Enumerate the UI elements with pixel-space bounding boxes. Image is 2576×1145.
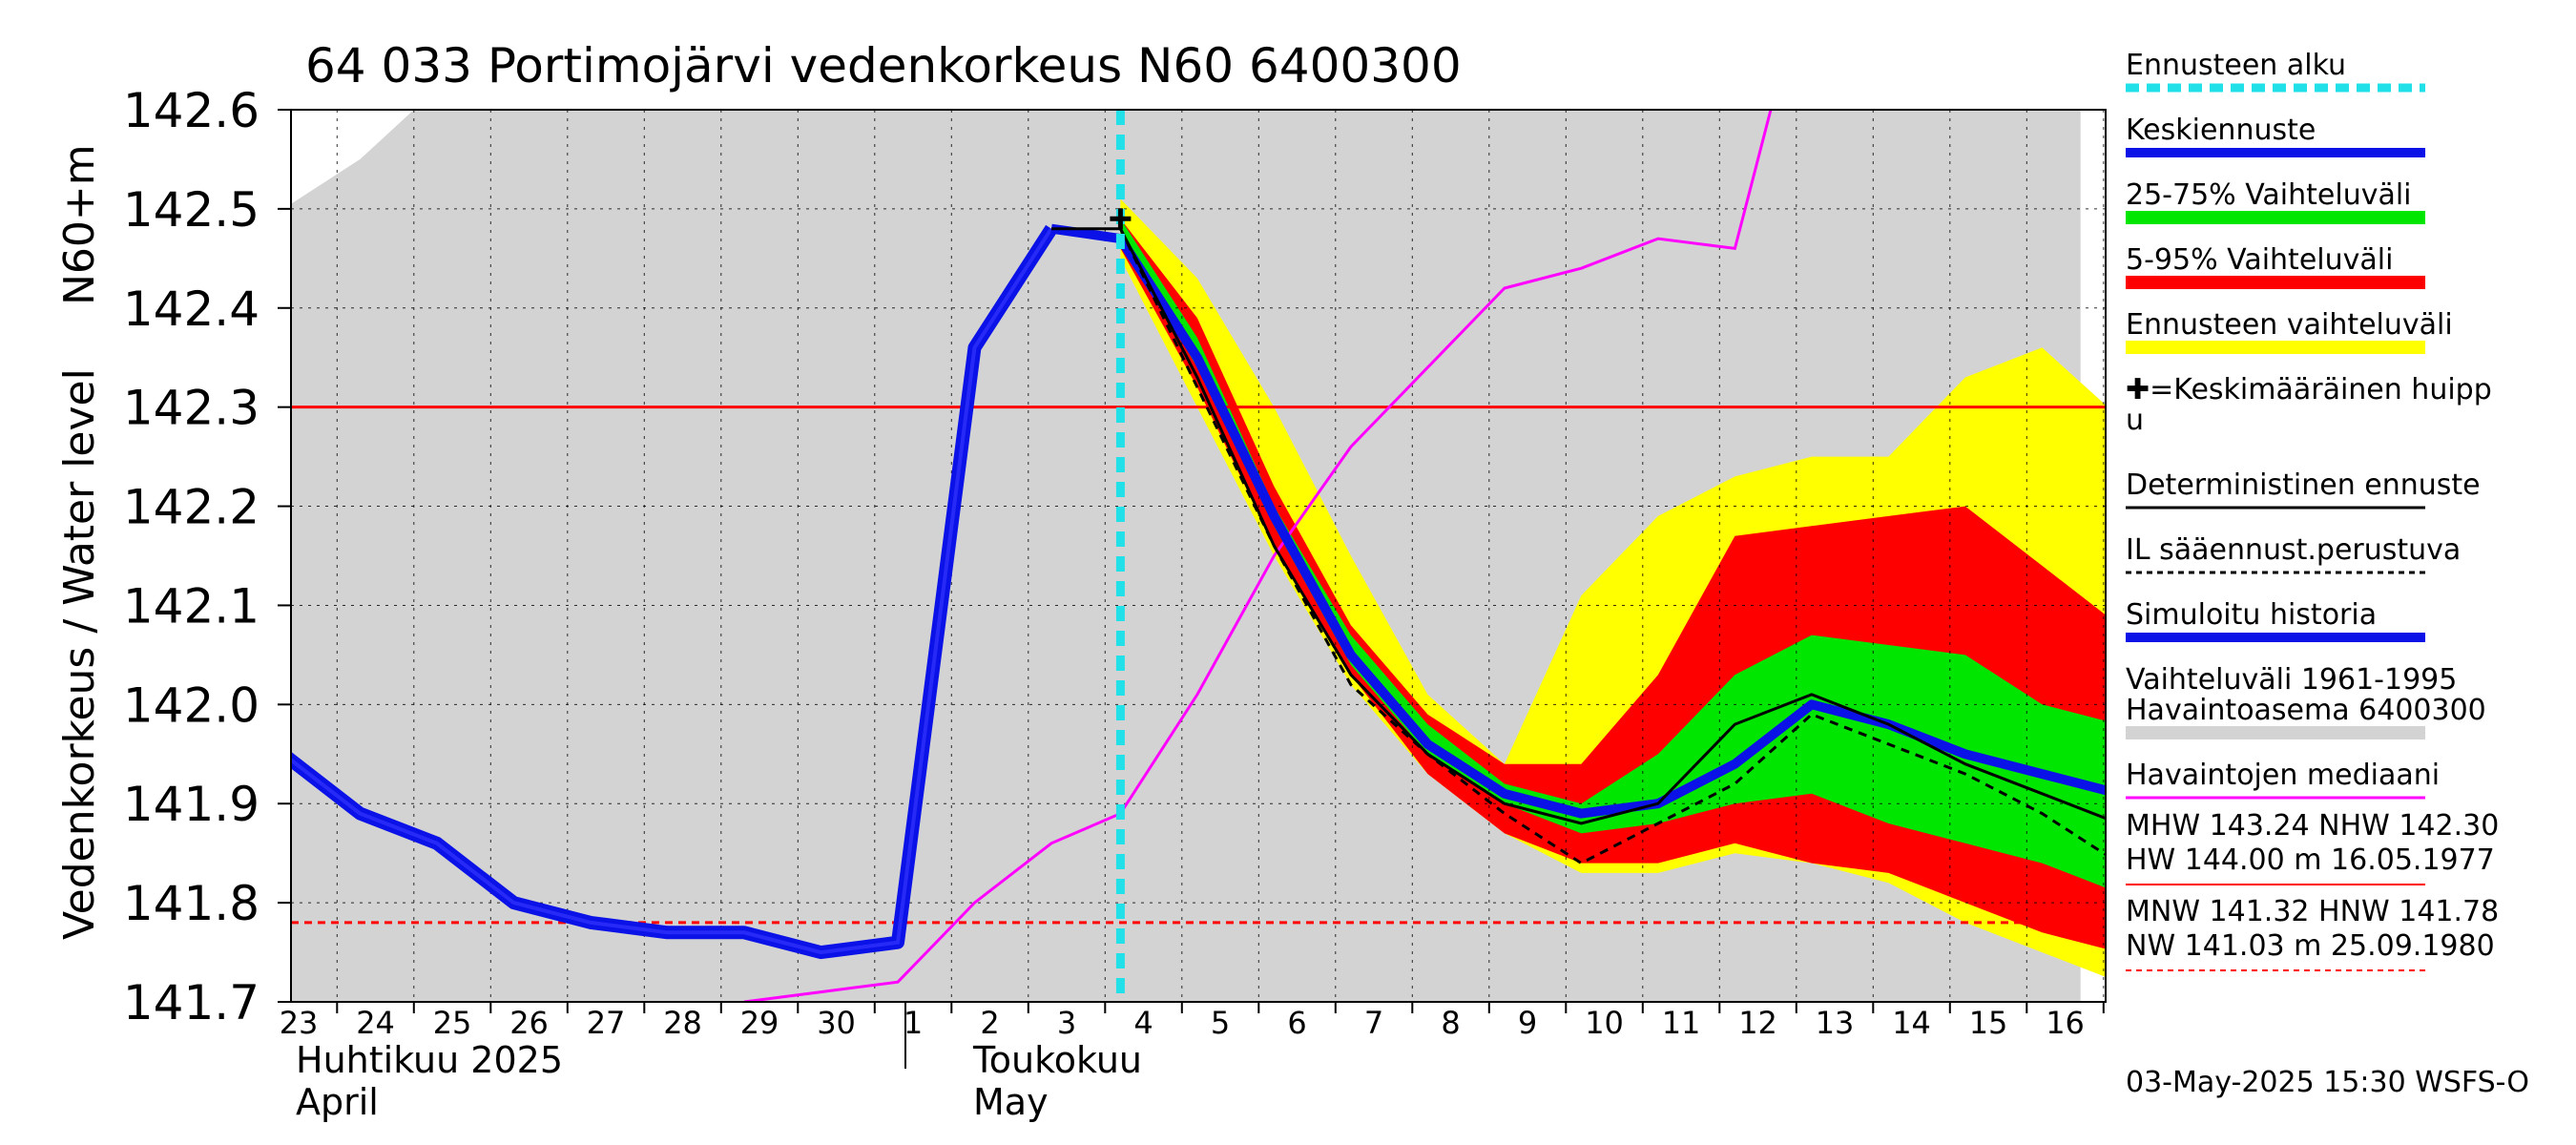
ytick-label-142.3: 142.3 <box>123 381 260 436</box>
ytick-label-141.9: 141.9 <box>123 777 260 832</box>
footer-timestamp: 03-May-2025 15:30 WSFS-O <box>2126 1066 2529 1099</box>
ytick-label-142.2: 142.2 <box>123 480 260 535</box>
xtick-label-3: 3 <box>1057 1005 1076 1041</box>
peak-marker <box>1110 208 1132 230</box>
legend: Ennusteen alku Keskiennuste 25-75% Vaihtel… <box>2126 49 2499 971</box>
plot-frame <box>290 109 2107 1003</box>
xtick-label-10: 10 <box>1585 1005 1624 1041</box>
stats-line1-1: MNW 141.32 HNW 141.78 <box>2126 895 2499 928</box>
y-axis-label: Vedenkorkeus / Water level <box>55 368 104 940</box>
legend-label-0: Ennusteen alku <box>2126 49 2346 82</box>
xtick-label-4: 4 <box>1133 1005 1153 1041</box>
month-label-april-fi: Huhtikuu 2025 <box>296 1039 563 1081</box>
lines-layer <box>291 110 2106 1002</box>
xtick-label-23: 23 <box>280 1005 319 1041</box>
axes-layer: 141.7 141.8 141.9 142.0 142.1 142.2 142.3 142.4… <box>123 83 2107 1123</box>
xtick-label-28: 28 <box>663 1005 702 1041</box>
legend-label-10: Havaintojen mediaani <box>2126 759 2440 792</box>
ytick-label-141.8: 141.8 <box>123 876 260 931</box>
legend-label-7: IL sääennust.perustuva <box>2126 533 2461 567</box>
ytick-label-142.0: 142.0 <box>123 677 260 733</box>
mean-forecast-line <box>1050 223 2106 819</box>
xtick-label-2: 2 <box>980 1005 999 1041</box>
xtick-label-7: 7 <box>1364 1005 1383 1041</box>
legend-label-3: 5-95% Vaihteluväli <box>2126 243 2393 277</box>
ytick-label-142.5: 142.5 <box>123 182 260 238</box>
xtick-label-1: 1 <box>904 1005 923 1041</box>
xtick-label-12: 12 <box>1738 1005 1777 1041</box>
xtick-label-15: 15 <box>1969 1005 2008 1041</box>
xtick-label-13: 13 <box>1816 1005 1855 1041</box>
legend-label-5: ✚=Keskimääräinen huipp <box>2126 373 2492 406</box>
legend-label-4: Ennusteen vaihteluväli <box>2126 308 2453 342</box>
month-label-may-fi: Toukokuu <box>972 1039 1142 1081</box>
xtick-label-16: 16 <box>2046 1005 2085 1041</box>
chart-title: 64 033 Portimojärvi vedenkorkeus N60 640… <box>305 38 1462 94</box>
xtick-label-27: 27 <box>587 1005 626 1041</box>
xtick-label-25: 25 <box>433 1005 472 1041</box>
xtick-label-29: 29 <box>740 1005 779 1041</box>
bands-layer <box>291 110 2106 1002</box>
legend-label-1: Keskiennuste <box>2126 114 2316 147</box>
xtick-label-24: 24 <box>356 1005 395 1041</box>
legend-label2-5: u <box>2126 404 2144 437</box>
ytick-label-142.4: 142.4 <box>123 281 260 337</box>
y-axis-unit: N60+m <box>55 144 104 305</box>
median-observed-line <box>743 110 1773 1002</box>
ytick-label-142.6: 142.6 <box>123 83 260 138</box>
stats-line2-1: NW 141.03 m 25.09.1980 <box>2126 929 2495 963</box>
xtick-label-30: 30 <box>817 1005 856 1041</box>
xtick-label-11: 11 <box>1662 1005 1701 1041</box>
deterministic-line <box>1051 227 2106 825</box>
xtick-label-5: 5 <box>1211 1005 1230 1041</box>
ytick-label-141.7: 141.7 <box>123 975 260 1030</box>
legend-label2-9: Havaintoasema 6400300 <box>2126 694 2486 727</box>
legend-label-9: Vaihteluväli 1961-1995 <box>2126 663 2457 697</box>
legend-label-2: 25-75% Vaihteluväli <box>2126 178 2412 212</box>
xtick-label-6: 6 <box>1287 1005 1306 1041</box>
xtick-label-26: 26 <box>509 1005 549 1041</box>
month-label-may-en: May <box>973 1081 1049 1123</box>
xtick-label-14: 14 <box>1892 1005 1931 1041</box>
stats-line2-0: HW 144.00 m 16.05.1977 <box>2126 843 2495 877</box>
legend-label-8: Simuloitu historia <box>2126 598 2377 632</box>
stats-line1-0: MHW 143.24 NHW 142.30 <box>2126 809 2499 843</box>
ytick-label-142.1: 142.1 <box>123 578 260 634</box>
legend-label-6: Deterministinen ennuste <box>2126 468 2481 502</box>
xtick-label-8: 8 <box>1441 1005 1460 1041</box>
il-forecast-line <box>1119 228 2106 865</box>
month-label-april-en: April <box>296 1081 379 1123</box>
simulated-history-highlight <box>291 227 1053 955</box>
xtick-label-9: 9 <box>1518 1005 1537 1041</box>
